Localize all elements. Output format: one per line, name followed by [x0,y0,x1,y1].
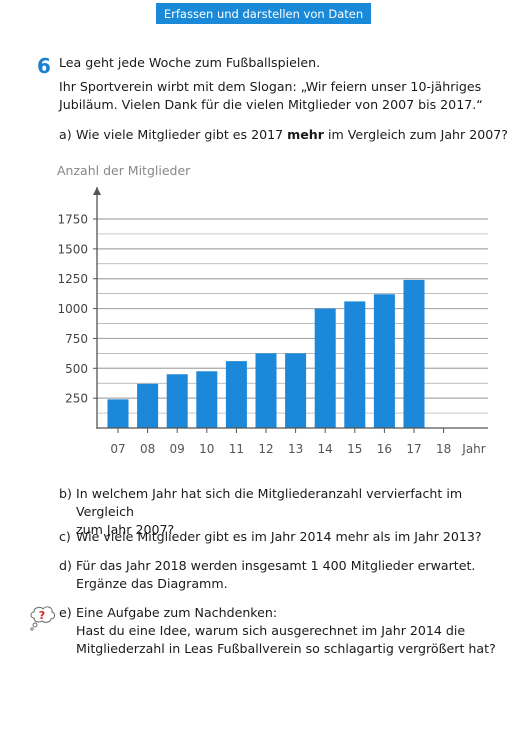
chart-y-axis-title: Anzahl der Mitglieder [57,163,191,178]
y-tick-label: 250 [65,392,88,406]
question-e-label: e) [59,605,72,620]
bar-13 [285,353,307,428]
y-tick-label: 750 [65,332,88,346]
task-number: 6 [37,54,51,78]
question-c-label: c) [59,529,71,544]
x-axis-title: Jahr [461,442,485,456]
x-tick-label: 12 [258,442,273,456]
question-a: a) Wie viele Mitglieder gibt es 2017 meh… [59,126,516,144]
x-tick-label: 16 [377,442,392,456]
bar-07 [107,399,129,428]
question-b-label: b) [59,486,72,501]
question-b: b) In welchem Jahr hat sich die Mitglied… [59,485,516,539]
y-tick-label: 500 [65,362,88,376]
y-tick-label: 1250 [57,272,88,286]
bar-15 [344,301,366,428]
y-axis-arrow [93,187,101,195]
y-tick-label: 1000 [57,302,88,316]
slogan-line-2: Jubiläum. Vielen Dank für die vielen Mit… [59,97,483,112]
question-a-label: a) [59,127,72,142]
bar-16 [373,294,395,428]
question-c-text: Wie viele Mitglieder gibt es im Jahr 201… [76,529,482,544]
thought-bubble-question-icon: ? [28,604,56,632]
bar-17 [403,279,425,428]
chapter-title: Erfassen und darstellen von Daten [163,6,364,21]
x-tick-label: 11 [229,442,244,456]
question-e-line-2: Hast du eine Idee, warum sich ausgerechn… [76,623,466,638]
svg-text:?: ? [39,609,45,622]
task-intro: Lea geht jede Woche zum Fußballspielen. [59,55,321,70]
bar-11 [225,361,247,428]
x-tick-label: 15 [347,442,362,456]
question-e-line-1: Eine Aufgabe zum Nachdenken: [76,605,278,620]
chart-x-ticks: 07 08 09 10 11 12 13 14 15 16 17 18 Jahr [110,428,486,456]
chapter-header: Erfassen und darstellen von Daten [156,3,371,24]
x-tick-label: 07 [110,442,125,456]
question-b-line-2: zum Jahr 2007? [76,522,175,537]
x-tick-label: 08 [140,442,155,456]
question-d-line-1: Für das Jahr 2018 werden insgesamt 1 400… [76,558,476,573]
x-tick-label: 14 [318,442,333,456]
y-tick-label: 1500 [57,242,88,256]
bar-12 [255,353,277,428]
x-tick-label: 09 [170,442,185,456]
question-e: e) Eine Aufgabe zum Nachdenken: Hast du e… [59,604,516,658]
bar-10 [196,371,218,428]
slogan-line-1: Ihr Sportverein wirbt mit dem Slogan: „W… [59,79,482,94]
x-tick-label: 13 [288,442,303,456]
chart-axes [93,187,488,429]
chart-bars [107,279,425,428]
bar-08 [137,383,159,428]
question-e-line-3: Mitgliederzahl in Leas Fußballverein so … [76,641,496,656]
x-tick-label: 18 [436,442,451,456]
question-a-emphasis: mehr [287,127,324,142]
bar-14 [314,308,336,428]
question-b-line-1: In welchem Jahr hat sich die Mitgliedera… [76,486,463,519]
question-d-label: d) [59,558,72,573]
x-tick-label: 10 [199,442,214,456]
y-tick-label: 1750 [57,213,88,227]
question-d-line-2: Ergänze das Diagramm. [76,576,228,591]
bar-chart: 250 500 750 1000 1250 1500 1750 07 08 09 10 11 12 13… [57,187,488,456]
bar-09 [166,374,188,428]
question-d: d) Für das Jahr 2018 werden insgesamt 1 … [59,557,516,593]
x-tick-label: 17 [406,442,421,456]
chart-y-ticks: 250 500 750 1000 1250 1500 1750 [57,213,97,406]
question-c: c) Wie viele Mitglieder gibt es im Jahr … [59,528,516,546]
question-a-text: Wie viele Mitglieder gibt es 2017 mehr i… [76,127,508,142]
